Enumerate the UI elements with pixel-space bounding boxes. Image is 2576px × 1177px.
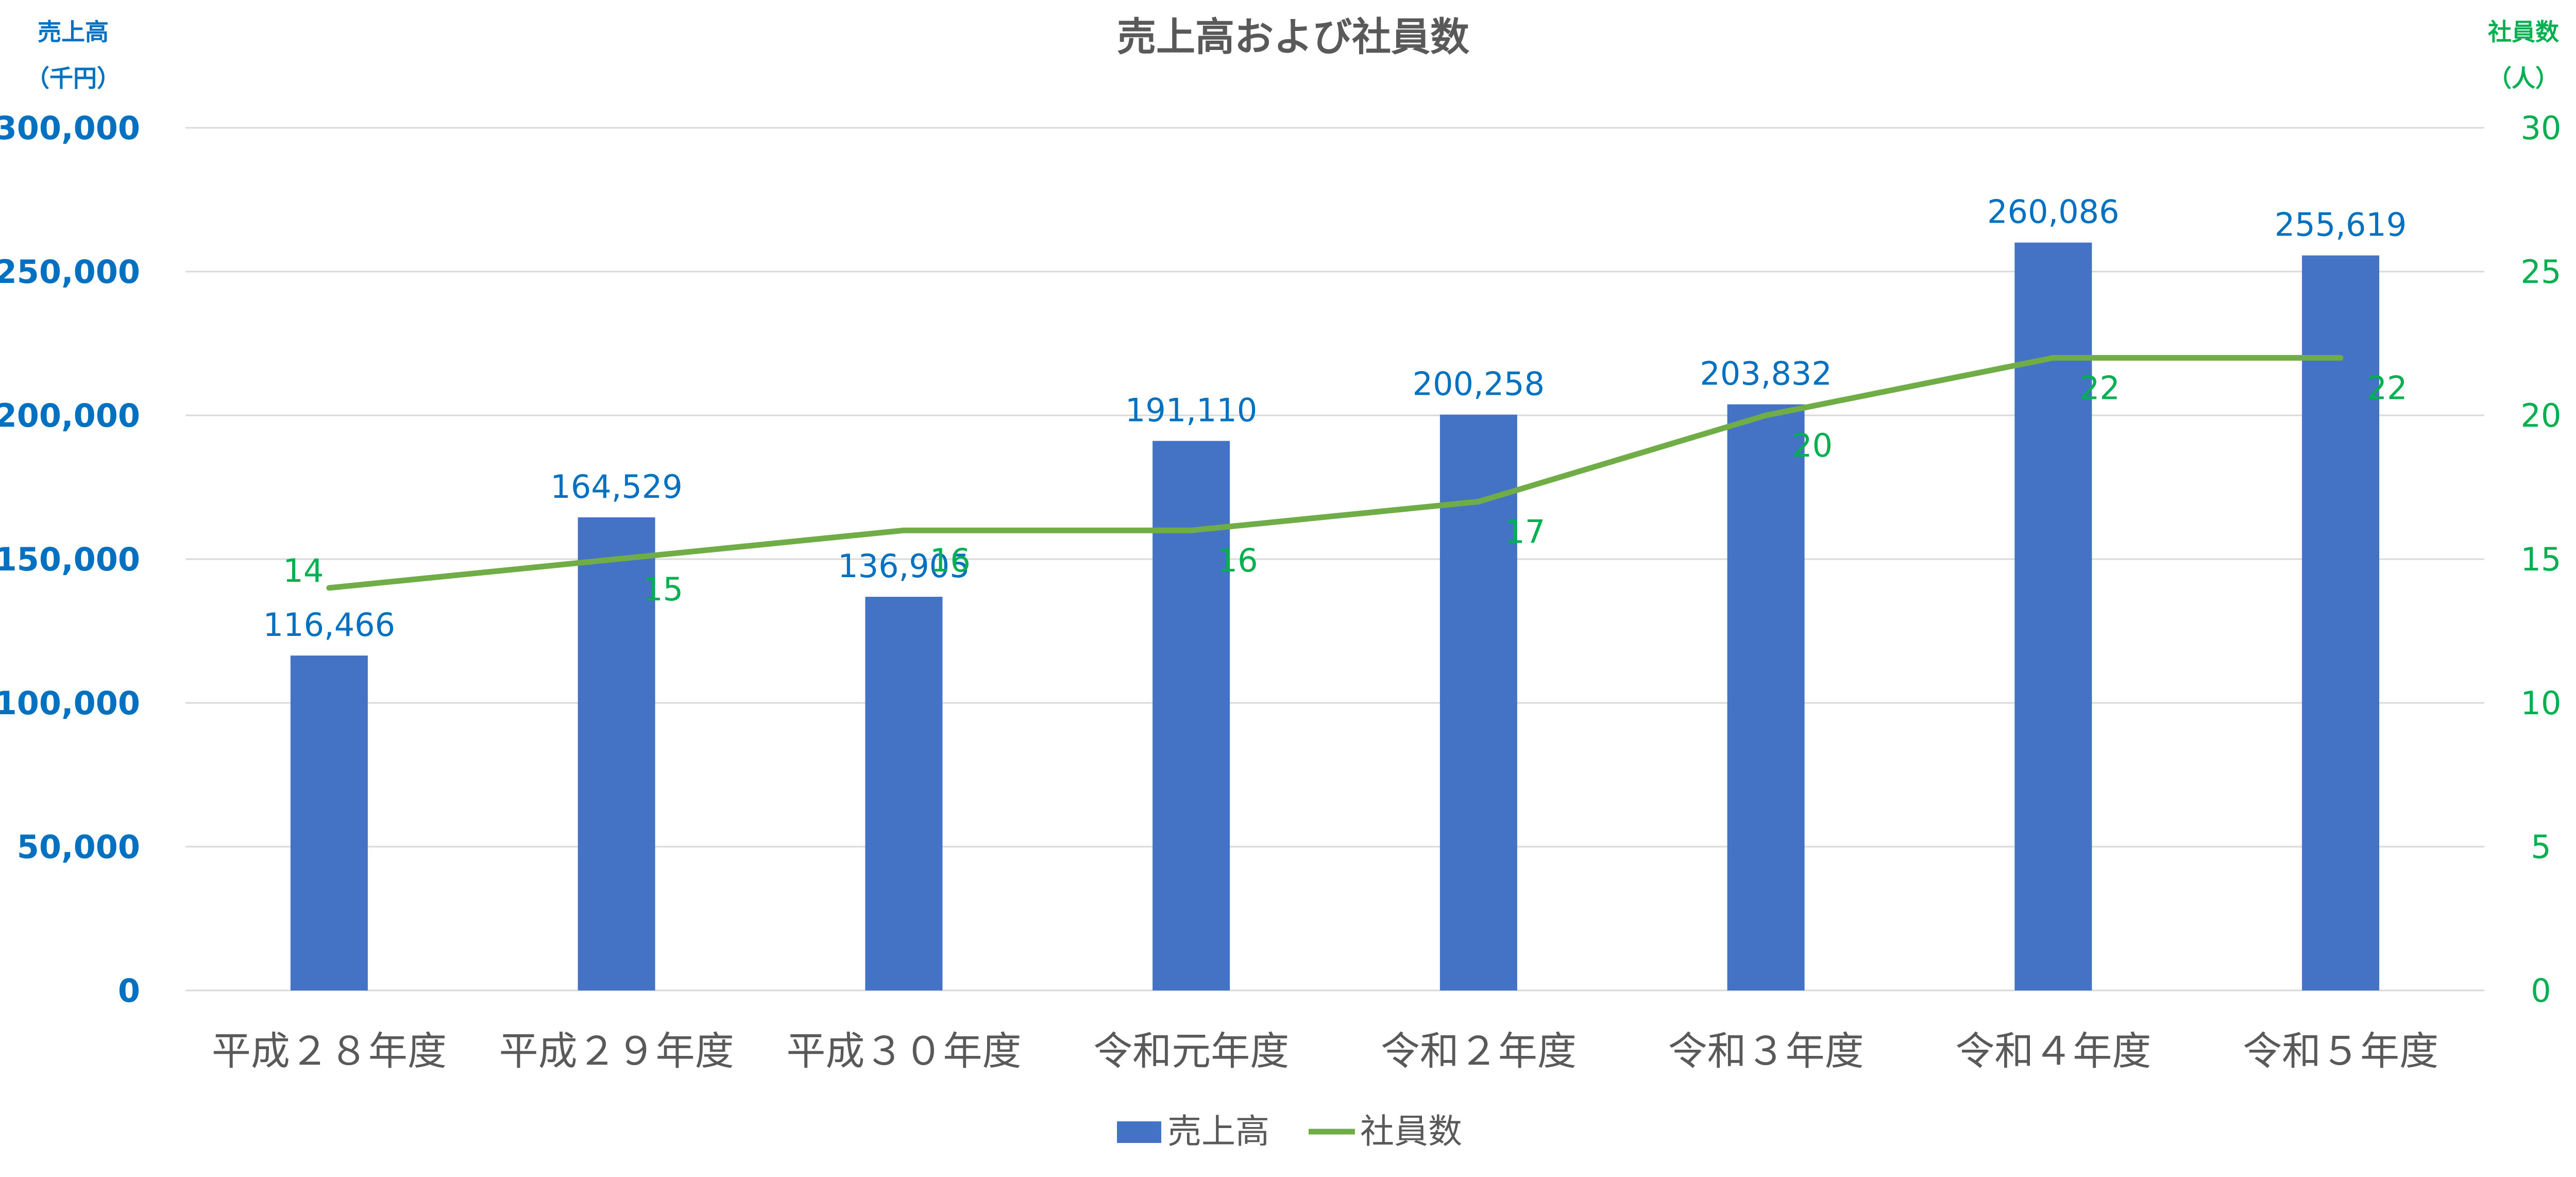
left-tick-label: 200,000 bbox=[0, 397, 140, 434]
employee-line bbox=[326, 355, 2344, 591]
category-label: 令和３年度 bbox=[1668, 1028, 1864, 1074]
bar bbox=[1153, 441, 1230, 990]
line-data-label: 22 bbox=[2079, 369, 2120, 407]
line-data-label: 16 bbox=[930, 542, 971, 579]
left-axis-label: 売上高 bbox=[38, 18, 109, 46]
category-label: 平成３０年度 bbox=[786, 1028, 1021, 1074]
line-data-label: 20 bbox=[1792, 427, 1833, 464]
bar bbox=[2302, 255, 2380, 990]
left-tick-label: 100,000 bbox=[0, 684, 140, 722]
bar bbox=[1727, 404, 1805, 990]
bar-data-label: 260,086 bbox=[1987, 193, 2119, 231]
axes: 0 50,000 100,000 150,000 200,000 250,000 300,0… bbox=[0, 109, 2561, 1074]
bar-data-label: 116,466 bbox=[263, 606, 395, 644]
legend-label-sales: 売上高 bbox=[1167, 1112, 1269, 1151]
bar-data-label: 164,529 bbox=[550, 468, 682, 506]
left-tick-label: 250,000 bbox=[0, 253, 140, 291]
right-axis-label: 社員数 bbox=[2488, 18, 2559, 46]
left-tick-label: 150,000 bbox=[0, 541, 140, 578]
right-tick-label: 30 bbox=[2521, 109, 2562, 147]
legend: 売上高 社員数 bbox=[1117, 1112, 1462, 1151]
right-axis-unit: （人） bbox=[2488, 64, 2559, 92]
bar-series-sales bbox=[290, 242, 2380, 991]
right-tick-label: 10 bbox=[2521, 684, 2562, 722]
category-label: 平成２９年度 bbox=[499, 1028, 734, 1074]
right-tick-label: 15 bbox=[2521, 541, 2562, 578]
line-data-label: 17 bbox=[1504, 513, 1545, 550]
line-data-label: 15 bbox=[642, 570, 683, 608]
bar-data-label: 200,258 bbox=[1413, 365, 1545, 403]
bar bbox=[1439, 414, 1517, 991]
line-data-label: 16 bbox=[1217, 542, 1258, 579]
left-tick-label: 300,000 bbox=[0, 109, 140, 147]
left-tick-label: 0 bbox=[118, 972, 140, 1010]
left-tick-label: 50,000 bbox=[17, 828, 140, 866]
line-data-label: 14 bbox=[283, 552, 324, 590]
legend-label-employees: 社員数 bbox=[1360, 1112, 1462, 1151]
legend-swatch-bar bbox=[1117, 1121, 1161, 1143]
right-tick-label: 25 bbox=[2521, 253, 2562, 291]
bar-data-label: 136,905 bbox=[838, 547, 970, 585]
line-data-label: 22 bbox=[2367, 369, 2408, 407]
gridlines bbox=[185, 127, 2484, 991]
right-tick-label: 5 bbox=[2531, 828, 2551, 866]
bar bbox=[2014, 242, 2092, 991]
bar-data-label: 255,619 bbox=[2275, 206, 2406, 244]
right-tick-label: 0 bbox=[2531, 972, 2551, 1010]
bar-data-label: 191,110 bbox=[1125, 392, 1257, 429]
category-label: 平成２８年度 bbox=[212, 1028, 447, 1074]
category-label: 令和２年度 bbox=[1381, 1028, 1577, 1074]
category-label: 令和元年度 bbox=[1093, 1028, 1289, 1074]
line-series-employees bbox=[326, 355, 2344, 591]
category-label: 令和４年度 bbox=[1955, 1028, 2151, 1074]
chart-title: 売上高および社員数 bbox=[1117, 14, 1469, 60]
category-label: 令和５年度 bbox=[2243, 1028, 2438, 1074]
bar bbox=[290, 655, 368, 990]
right-tick-label: 20 bbox=[2521, 397, 2562, 434]
data-labels: 116,466 164,529 136,905 191,110 200,258 203,8… bbox=[263, 193, 2408, 644]
bar-data-label: 203,832 bbox=[1700, 355, 1832, 393]
bar bbox=[865, 597, 943, 990]
bar bbox=[578, 517, 655, 990]
left-axis-unit: （千円） bbox=[26, 64, 121, 92]
